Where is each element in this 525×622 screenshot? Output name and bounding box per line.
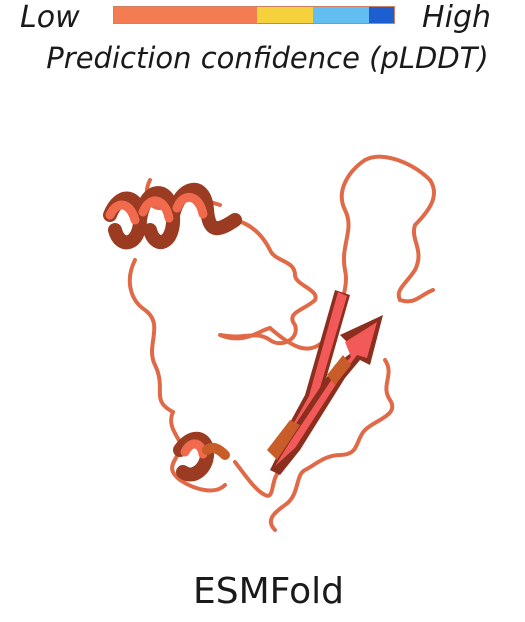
helix-ribbon — [172, 193, 208, 219]
colorbar-segment — [256, 7, 313, 23]
coil-loop — [218, 298, 317, 346]
plddt-colorbar — [113, 6, 395, 24]
colorbar-segment — [114, 7, 257, 23]
sheet-strand — [327, 355, 351, 385]
coil-loop — [233, 460, 282, 498]
coil-loop — [169, 410, 227, 493]
colorbar-segment — [312, 7, 369, 23]
sheet-strand — [275, 322, 377, 466]
coil-loop — [268, 358, 395, 532]
helix-ribbon — [202, 442, 230, 460]
legend-low-label: Low — [20, 0, 80, 35]
legend-caption: Prediction confidence (pLDDT) — [46, 41, 489, 75]
helix-ribbon — [180, 439, 208, 459]
confidence-legend: Low High — [0, 0, 525, 40]
colorbar-segment — [368, 7, 394, 23]
method-label: ESMFold — [193, 571, 344, 612]
legend-high-label: High — [422, 0, 491, 35]
protein-ribbon-icon — [103, 154, 436, 532]
helix-ribbon — [105, 200, 140, 225]
coil-loop — [233, 218, 318, 302]
sheet-strand — [280, 292, 347, 452]
sheet-strand — [267, 420, 300, 460]
coil-loop — [268, 154, 436, 351]
coil-loop — [127, 258, 175, 414]
coil-loop — [398, 288, 435, 304]
helix-ribbon — [138, 196, 174, 223]
